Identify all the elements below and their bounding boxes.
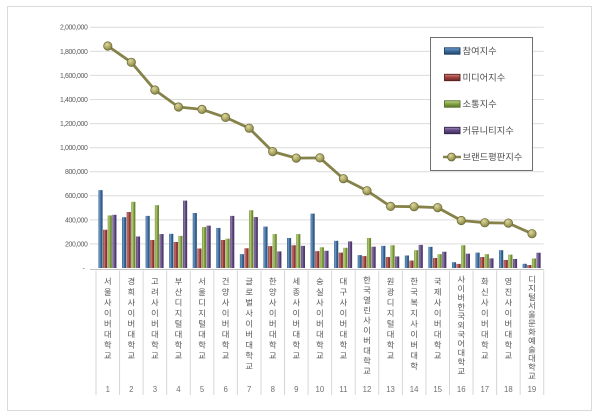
svg-text:12: 12	[363, 385, 372, 394]
svg-text:13: 13	[386, 385, 395, 394]
svg-text:11: 11	[339, 385, 347, 394]
svg-text:1,800,000: 1,800,000	[60, 49, 88, 56]
svg-text:600,000: 600,000	[65, 193, 88, 200]
svg-text:15: 15	[433, 385, 442, 394]
svg-text:19: 19	[528, 385, 537, 394]
svg-text:6: 6	[223, 385, 227, 394]
svg-text:800,000: 800,000	[65, 169, 88, 176]
svg-text:8: 8	[271, 385, 275, 394]
svg-text:2,000,000: 2,000,000	[60, 25, 88, 32]
svg-text:14: 14	[410, 385, 419, 394]
svg-text:400,000: 400,000	[65, 217, 88, 224]
svg-text:9: 9	[294, 385, 298, 394]
svg-text:5: 5	[200, 385, 205, 394]
svg-text:3: 3	[153, 385, 157, 394]
svg-text:1,200,000: 1,200,000	[60, 121, 88, 128]
svg-text:18: 18	[504, 385, 513, 394]
svg-text:1,000,000: 1,000,000	[60, 145, 88, 152]
svg-text:4: 4	[176, 385, 181, 394]
svg-text:2: 2	[129, 385, 133, 394]
svg-text:200,000: 200,000	[65, 241, 88, 248]
svg-text:1,400,000: 1,400,000	[60, 97, 88, 104]
svg-text:-: -	[83, 265, 85, 272]
svg-text:1,600,000: 1,600,000	[60, 73, 88, 80]
svg-text:10: 10	[316, 385, 325, 394]
svg-text:1: 1	[106, 385, 110, 394]
svg-text:16: 16	[457, 385, 466, 394]
svg-text:7: 7	[247, 385, 251, 394]
svg-text:17: 17	[480, 385, 489, 394]
